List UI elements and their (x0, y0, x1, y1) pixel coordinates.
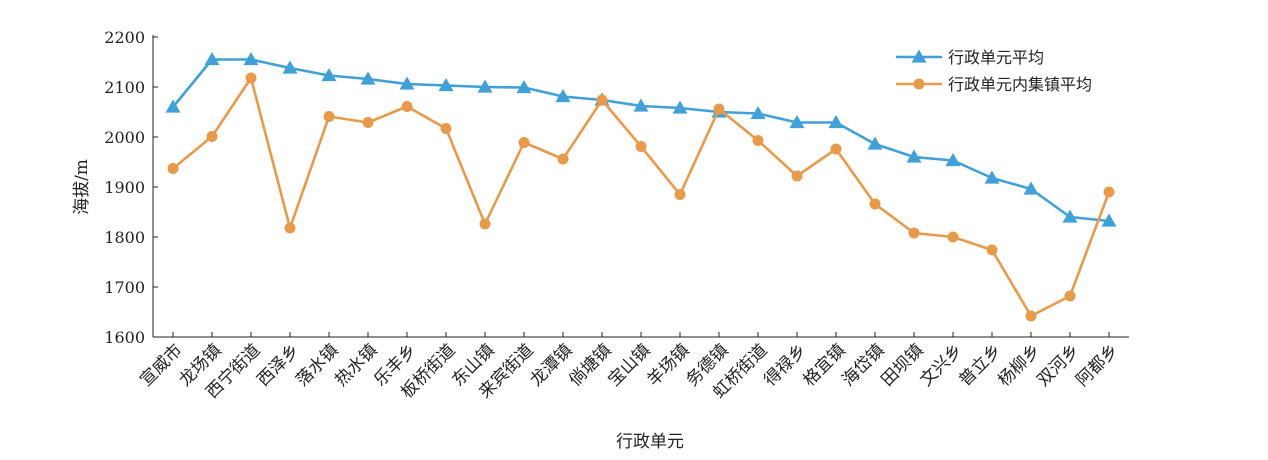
data-point (479, 218, 491, 230)
data-point (672, 100, 688, 114)
x-category-label: 得禄乡 (760, 340, 810, 390)
data-point (1103, 186, 1115, 198)
x-category-label: 龙潭镇 (526, 340, 576, 390)
x-axis: 宣威市龙场镇西宁街道西泽乡落水镇热水镇乐丰乡板桥街道东山镇来宾街道龙潭镇倘塘镇宝… (136, 332, 1129, 403)
x-axis-title: 行政单元 (616, 432, 684, 452)
x-category-label: 羊场镇 (643, 340, 693, 390)
data-point (1062, 209, 1078, 223)
x-category-label: 宝山镇 (604, 340, 654, 390)
data-point (596, 94, 608, 106)
x-category-label: 海岱镇 (838, 340, 888, 390)
data-point (204, 52, 220, 66)
data-point (752, 135, 764, 146)
y-axis: 1600 1700 1800 1900 2000 2100 2200 (104, 28, 158, 347)
data-point (321, 68, 337, 82)
data-point (947, 231, 959, 243)
data-point (284, 222, 296, 234)
y-tick-label: 2100 (104, 78, 145, 97)
y-tick-label: 1600 (104, 328, 145, 347)
data-point (555, 89, 571, 103)
x-category-label: 西泽乡 (253, 340, 303, 390)
data-point (830, 143, 842, 155)
data-point (399, 76, 415, 90)
legend-label: 行政单元平均 (948, 48, 1044, 67)
x-category-label: 热水镇 (331, 340, 381, 390)
y-tick-label: 2000 (104, 128, 145, 147)
data-point (906, 149, 922, 163)
data-point (516, 80, 532, 94)
data-point (789, 115, 805, 129)
data-point (1064, 290, 1076, 302)
x-category-label: 格宜镇 (799, 340, 849, 390)
x-category-label: 宣威市 (136, 340, 186, 390)
data-point (477, 79, 493, 93)
data-point (360, 71, 376, 85)
x-category-label: 落水镇 (292, 340, 342, 390)
data-point (557, 153, 569, 165)
data-point (908, 227, 920, 239)
y-tick-label: 1700 (104, 278, 145, 297)
data-point (206, 131, 218, 142)
data-point (713, 103, 725, 115)
data-point (518, 137, 530, 148)
data-point (323, 111, 335, 122)
data-point (945, 153, 961, 167)
legend-label: 行政单元内集镇平均 (948, 75, 1092, 94)
data-point (674, 189, 686, 200)
data-point (828, 115, 844, 129)
x-category-label: 文兴乡 (916, 340, 966, 390)
series-line (172, 76, 1111, 318)
data-point (362, 117, 374, 128)
data-point (438, 78, 454, 92)
data-point (1101, 213, 1117, 227)
data-point (984, 170, 1000, 184)
y-tick-label: 1800 (104, 228, 145, 247)
series-2 (167, 72, 1115, 322)
data-point (282, 60, 298, 74)
data-point (245, 72, 257, 84)
data-point (165, 99, 181, 113)
data-point (791, 170, 803, 182)
data-point (167, 163, 179, 174)
x-category-label: 倘塘镇 (565, 340, 615, 390)
data-point (401, 101, 413, 112)
y-tick-label: 2200 (104, 28, 145, 47)
data-point (243, 52, 259, 66)
data-point (633, 98, 649, 112)
x-category-label: 双河乡 (1033, 340, 1083, 390)
x-category-label: 杨柳乡 (994, 340, 1044, 390)
data-point (1025, 310, 1037, 322)
y-tick-label: 1900 (104, 178, 145, 197)
data-point (869, 198, 881, 210)
data-point (867, 136, 883, 150)
data-point (1023, 181, 1039, 195)
legend-marker (911, 49, 927, 63)
series-layer (165, 52, 1117, 322)
data-point (635, 141, 647, 152)
y-axis-title: 海拔/m (72, 159, 92, 215)
data-point (986, 244, 998, 256)
data-point (440, 123, 452, 134)
legend-marker (913, 78, 925, 90)
data-point (750, 106, 766, 120)
x-category-label: 田坝镇 (877, 340, 927, 390)
x-category-label: 阿都乡 (1072, 340, 1122, 390)
x-category-label: 普立乡 (955, 340, 1005, 390)
